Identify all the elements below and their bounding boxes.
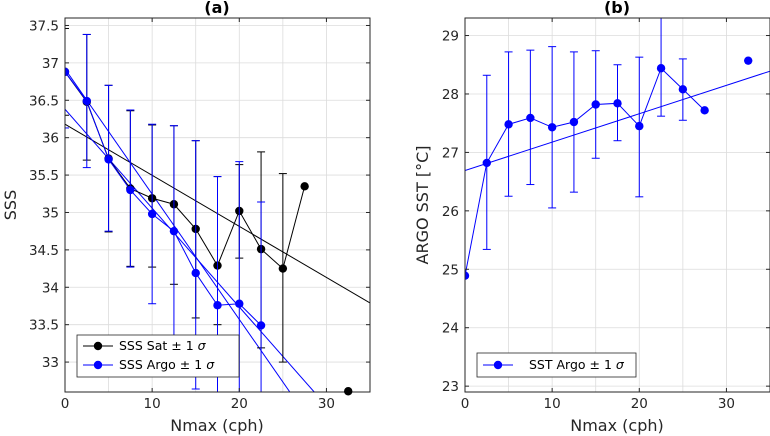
data-point bbox=[656, 64, 666, 73]
data-point bbox=[591, 100, 600, 109]
panel-b-frame bbox=[464, 17, 770, 393]
panel-a-x-tick-label: 10 bbox=[144, 396, 161, 412]
legend-sss-sat-marker bbox=[93, 341, 103, 351]
panel-a-y-tick-label: 37.5 bbox=[29, 18, 59, 34]
data-point bbox=[465, 271, 470, 280]
panel-b-series bbox=[465, 18, 709, 280]
data-point bbox=[278, 264, 288, 273]
data-point bbox=[547, 123, 557, 132]
panel-a-y-tick-label: 37 bbox=[42, 56, 59, 72]
panel-b-y-tick-label: 25 bbox=[442, 262, 459, 278]
data-point bbox=[678, 85, 688, 94]
panel-a-y-tick-label: 36.5 bbox=[29, 93, 59, 109]
panel-a-y-label: SSS bbox=[1, 190, 20, 220]
panel-b-x-tick-label: 0 bbox=[461, 396, 470, 412]
panel-a-x-tick-label: 30 bbox=[318, 396, 335, 412]
data-point bbox=[700, 106, 709, 115]
panel-a-x-tick-label: 0 bbox=[61, 396, 70, 412]
data-point bbox=[569, 117, 579, 127]
panel-a-title: (a) bbox=[204, 0, 229, 17]
panel-b-series-0 bbox=[465, 18, 709, 280]
legend-sss-argo-label: SSS Argo ± 1 σ bbox=[119, 357, 215, 372]
panel-a-y-tick-label: 33.5 bbox=[29, 318, 59, 334]
series-line bbox=[465, 67, 705, 276]
panel-b-y-tick-label: 26 bbox=[442, 204, 459, 220]
legend-sss-sat-label: SSS Sat ± 1 σ bbox=[119, 338, 207, 353]
panel-b-legend: SST Argo ± 1 σ bbox=[476, 352, 637, 378]
data-point bbox=[169, 226, 179, 236]
data-point bbox=[526, 113, 535, 123]
panel-b-x-label: Nmax (cph) bbox=[570, 416, 664, 435]
panel-a-y-tick-label: 34.5 bbox=[29, 243, 59, 259]
data-point bbox=[213, 301, 222, 310]
data-point bbox=[504, 120, 513, 129]
panel-b-y-ticks: 23 24 25 26 27 28 29 bbox=[442, 29, 770, 395]
data-point bbox=[482, 158, 491, 168]
panel-b-title: (b) bbox=[604, 0, 630, 17]
panel-b-y-tick-label: 24 bbox=[442, 321, 459, 337]
panel-a-y-tick-label: 33 bbox=[42, 355, 59, 371]
data-point bbox=[300, 182, 309, 191]
data-point bbox=[126, 185, 135, 195]
panel-a-x-ticks: 0 10 20 30 bbox=[61, 18, 335, 412]
panel-b-y-label: ARGO SST [°C] bbox=[413, 146, 432, 265]
data-point bbox=[191, 268, 200, 278]
panel-a-y-tick-label: 35.5 bbox=[29, 168, 59, 184]
panel-a-legend: SSS Sat ± 1 σ SSS Argo ± 1 σ bbox=[76, 334, 240, 378]
data-point bbox=[82, 96, 91, 106]
panel-a-y-ticks: 33 33.5 34 34.5 35 35.5 36 36.5 37 37.5 bbox=[29, 18, 370, 371]
panel-a-y-tick-label: 36 bbox=[42, 131, 59, 147]
data-point bbox=[635, 121, 644, 131]
panel-a-y-tick-label: 34 bbox=[42, 280, 59, 296]
panel-a-y-tick-label: 35 bbox=[42, 205, 59, 221]
legend-sst-argo-marker bbox=[493, 360, 503, 370]
panel-b-y-tick-label: 28 bbox=[442, 87, 459, 103]
data-point bbox=[235, 299, 244, 308]
panel-b-y-tick-label: 27 bbox=[442, 145, 459, 161]
legend-sss-argo-marker bbox=[93, 360, 103, 370]
panel-b: 0 10 20 30 23 24 25 26 27 28 29 (b) Nmax (cph) AR… bbox=[413, 0, 770, 435]
data-point-isolated bbox=[344, 387, 353, 396]
panel-b-x-tick-label: 30 bbox=[718, 396, 735, 412]
data-point bbox=[104, 155, 113, 164]
panel-a: 0 10 20 30 33 33.5 34 34.5 35 35.5 36 36.5 37 37.5 (… bbox=[1, 0, 371, 435]
panel-b-y-tick-label: 29 bbox=[442, 29, 459, 45]
data-point-isolated bbox=[744, 56, 753, 65]
panel-b-y-tick-label: 23 bbox=[442, 379, 459, 395]
panel-b-x-ticks: 0 10 20 30 bbox=[461, 18, 735, 412]
data-point bbox=[147, 209, 157, 219]
series-line bbox=[65, 71, 262, 326]
data-point bbox=[613, 99, 622, 108]
panel-a-x-label: Nmax (cph) bbox=[170, 416, 264, 435]
legend-sst-argo-label: SST Argo ± 1 σ bbox=[529, 357, 625, 372]
data-point bbox=[256, 321, 266, 330]
panel-a-frame bbox=[64, 17, 371, 393]
panel-b-x-tick-label: 10 bbox=[544, 396, 561, 412]
panel-a-legend-box bbox=[76, 334, 240, 378]
panel-b-x-tick-label: 20 bbox=[631, 396, 648, 412]
data-point bbox=[65, 67, 70, 77]
panel-a-x-tick-label: 20 bbox=[231, 396, 248, 412]
panel-a-series bbox=[65, 18, 309, 392]
